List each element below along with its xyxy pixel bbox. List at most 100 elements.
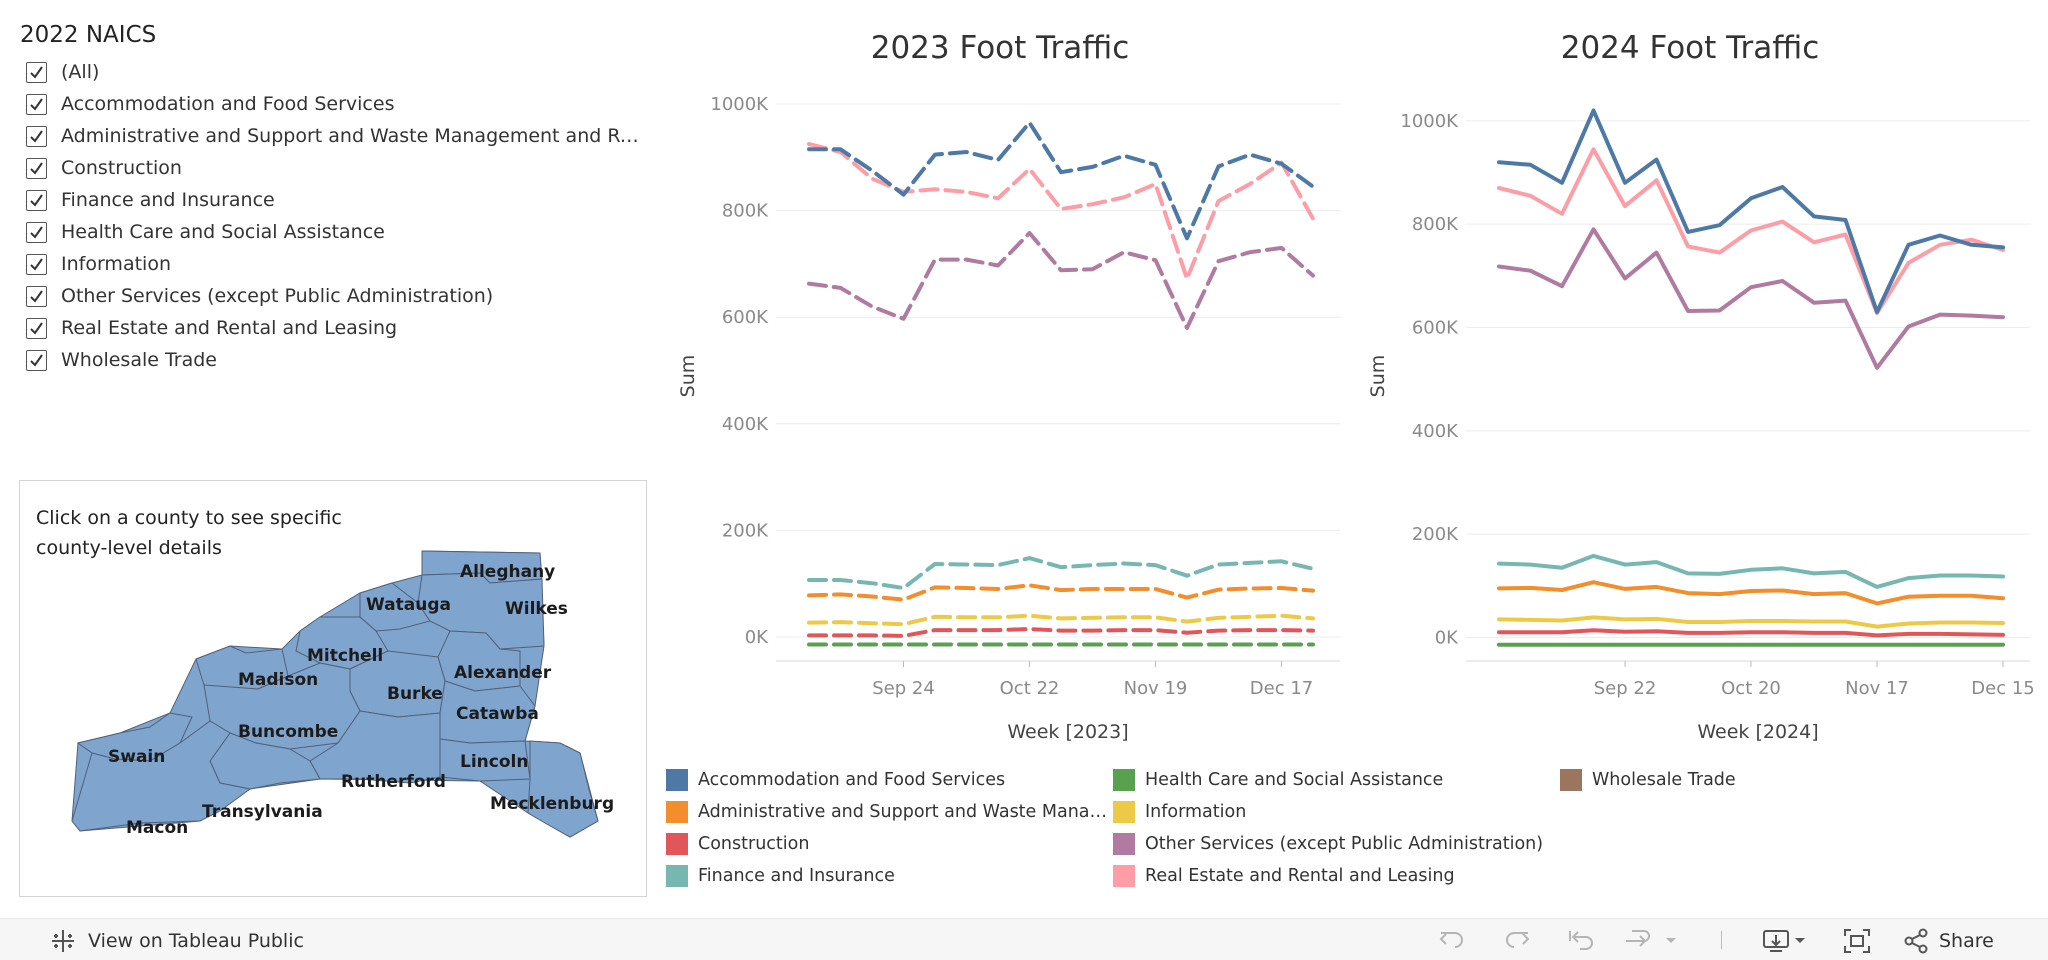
legend-swatch: [666, 833, 688, 855]
checkmark-icon: [30, 193, 43, 207]
series-line-construction[interactable]: [1497, 628, 2005, 638]
y-tick-label: 1000K: [1400, 111, 1459, 132]
filter-item-administrative-and-support-and-waste-management-and-reme[interactable]: Administrative and Support and Waste Man…: [20, 120, 650, 152]
series-line-accommodation-and-food-services[interactable]: [807, 120, 1315, 241]
legend-item-wholesale-trade[interactable]: Wholesale Trade: [1560, 764, 1736, 796]
legend-item-finance-and-insurance[interactable]: Finance and Insurance: [666, 860, 895, 892]
county-label-mitchell: Mitchell: [307, 646, 383, 666]
county-label-wilkes: Wilkes: [505, 599, 568, 619]
filter-item-label: Accommodation and Food Services: [61, 93, 395, 115]
legend-item-accommodation-and-food-services[interactable]: Accommodation and Food Services: [666, 764, 1005, 796]
filter-checkbox[interactable]: [26, 189, 47, 211]
legend-item-real-estate-and-rental-and-leasing[interactable]: Real Estate and Rental and Leasing: [1113, 860, 1455, 892]
series-line-finance-and-insurance[interactable]: [1497, 553, 2005, 589]
filter-checkbox[interactable]: [26, 317, 47, 339]
filter-item-label: Real Estate and Rental and Leasing: [61, 317, 398, 339]
checkmark-icon: [30, 257, 43, 271]
view-on-tableau-public-button[interactable]: View on Tableau Public: [50, 928, 304, 954]
legend-label: Health Care and Social Assistance: [1145, 770, 1444, 790]
redo-icon[interactable]: [1502, 927, 1532, 953]
filter-item-label: Construction: [61, 157, 182, 179]
chart-2023-foot-traffic: 0K 200K 400K 600K 800K 1000K Sep 24 Oct 22 Nov 1…: [677, 94, 1340, 743]
filter-checkbox[interactable]: [26, 157, 47, 179]
y-tick-label: 0K: [1435, 628, 1459, 649]
filter-item-label: Other Services (except Public Administra…: [61, 285, 494, 307]
checkmark-icon: [30, 97, 43, 111]
legend-label: Wholesale Trade: [1592, 770, 1736, 790]
x-tick-label: Oct 20: [1721, 678, 1781, 699]
legend-item-health-care-and-social-assistance[interactable]: Health Care and Social Assistance: [1113, 764, 1443, 796]
legend-label: Other Services (except Public Administra…: [1145, 834, 1544, 854]
legend-label: Accommodation and Food Services: [698, 770, 1006, 790]
x-tick-label: Oct 22: [1000, 678, 1060, 699]
legend-label: Information: [1145, 802, 1247, 822]
filter-item-health-care-and-social-assistance[interactable]: Health Care and Social Assistance: [20, 216, 650, 248]
undo-icon[interactable]: [1437, 927, 1467, 953]
filter-checkbox[interactable]: [26, 125, 47, 147]
legend-label: Construction: [698, 834, 810, 854]
y-tick-label: 200K: [722, 520, 769, 541]
x-axis-title: Week [2023]: [1007, 721, 1128, 743]
filter-checkbox[interactable]: [26, 349, 47, 371]
county-macon[interactable]: [71, 720, 252, 832]
series-line-construction[interactable]: [807, 627, 1315, 638]
county-label-rutherford: Rutherford: [341, 772, 446, 792]
legend-label: Administrative and Support and Waste Man…: [698, 802, 1108, 822]
filter-item-label: Administrative and Support and Waste Man…: [61, 125, 650, 147]
legend-item-other-services-except-public-administration[interactable]: Other Services (except Public Administra…: [1113, 828, 1543, 860]
filter-checkbox[interactable]: [26, 61, 47, 83]
filter-item-wholesale-trade[interactable]: Wholesale Trade: [20, 344, 650, 376]
county-label-alexander: Alexander: [454, 663, 552, 683]
series-line-other-services-except-public-administration[interactable]: [1497, 227, 2005, 370]
filter-checkbox[interactable]: [26, 221, 47, 243]
filter-item-label: Information: [61, 253, 171, 275]
y-tick-label: 800K: [1412, 214, 1459, 235]
filter-checkbox[interactable]: [26, 253, 47, 275]
legend-item-construction[interactable]: Construction: [666, 828, 809, 860]
series-line-real-estate-and-rental-and-leasing[interactable]: [807, 142, 1315, 281]
series-line-information[interactable]: [1497, 615, 2005, 629]
filter-item-construction[interactable]: Construction: [20, 152, 650, 184]
county-map[interactable]: Alleghany Watauga Wilkes Mitchell Madison Ale…: [20, 481, 648, 898]
legend-label: Finance and Insurance: [698, 866, 895, 886]
legend-item-administrative-and-support-and-waste-managem[interactable]: Administrative and Support and Waste Man…: [666, 796, 1108, 828]
x-axis-title: Week [2024]: [1697, 721, 1818, 743]
filter-item-other-services-except-public-administration[interactable]: Other Services (except Public Administra…: [20, 280, 650, 312]
series-line-accommodation-and-food-services[interactable]: [1497, 108, 2005, 314]
filter-item-accommodation-and-food-services[interactable]: Accommodation and Food Services: [20, 88, 650, 120]
checkmark-icon: [30, 161, 43, 175]
refresh-icon[interactable]: [1622, 927, 1682, 953]
series-line-real-estate-and-rental-and-leasing[interactable]: [1497, 147, 2005, 315]
filter-item-real-estate-and-rental-and-leasing[interactable]: Real Estate and Rental and Leasing: [20, 312, 650, 344]
series-line-information[interactable]: [807, 613, 1315, 627]
map-caption: Click on a county to see specific county…: [36, 507, 342, 559]
county-mecklenburg[interactable]: [527, 740, 599, 838]
x-tick-label: Dec 15: [1971, 678, 2034, 699]
legend-swatch: [1560, 769, 1582, 791]
legend-swatch: [1113, 833, 1135, 855]
revert-icon[interactable]: [1566, 927, 1596, 953]
checkmark-icon: [30, 225, 43, 239]
filter-item-label: Health Care and Social Assistance: [61, 221, 385, 243]
county-label-burke: Burke: [387, 684, 443, 704]
filter-item-finance-and-insurance[interactable]: Finance and Insurance: [20, 184, 650, 216]
county-label-lincoln: Lincoln: [460, 752, 528, 772]
filter-checkbox[interactable]: [26, 93, 47, 115]
filter-item-all[interactable]: (All): [20, 56, 650, 88]
y-tick-label: 800K: [722, 201, 769, 222]
share-button[interactable]: Share: [1903, 928, 1994, 954]
legend-item-information[interactable]: Information: [1113, 796, 1246, 828]
y-tick-label: 0K: [745, 627, 769, 648]
filter-item-information[interactable]: Information: [20, 248, 650, 280]
series-line-administrative-and-support-and-waste-management[interactable]: [807, 583, 1315, 602]
download-icon[interactable]: [1762, 927, 1812, 955]
county-label-transylvania: Transylvania: [202, 802, 323, 822]
series-line-finance-and-insurance[interactable]: [807, 556, 1315, 590]
filter-item-label: Wholesale Trade: [61, 349, 217, 371]
y-tick-label: 400K: [722, 414, 769, 435]
filter-checkbox[interactable]: [26, 285, 47, 307]
fullscreen-icon[interactable]: [1842, 927, 1872, 955]
series-line-administrative-and-support-and-waste-management[interactable]: [1497, 580, 2005, 606]
series-line-other-services-except-public-administration[interactable]: [807, 231, 1315, 330]
view-on-tableau-public-label: View on Tableau Public: [88, 930, 304, 952]
